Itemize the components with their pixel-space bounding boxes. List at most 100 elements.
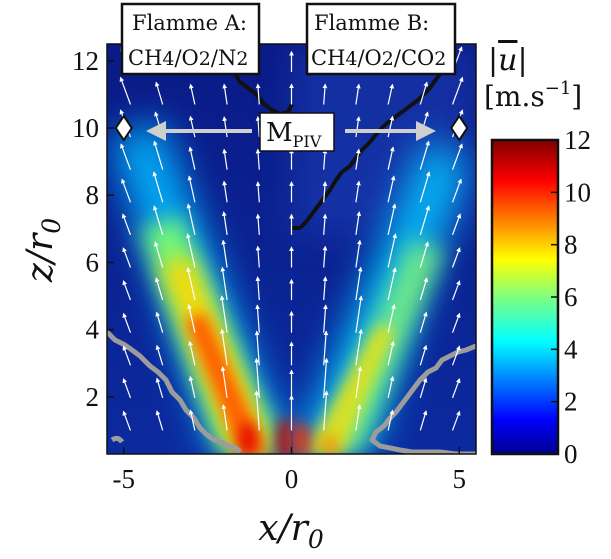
velocity-arrow xyxy=(387,303,396,333)
velocity-arrow xyxy=(155,311,164,333)
velocity-arrow xyxy=(451,410,461,431)
velocity-arrow xyxy=(451,213,462,236)
velocity-arrow xyxy=(154,81,164,105)
velocity-arrow xyxy=(222,116,228,138)
velocity-arrow xyxy=(152,171,164,203)
velocity-arrow xyxy=(122,345,132,366)
velocity-arrow xyxy=(323,330,329,366)
velocity-arrow xyxy=(222,83,228,105)
velocity-arrow xyxy=(451,76,464,105)
velocity-arrow xyxy=(355,366,363,398)
panel-a-line2: CH4/O2/N2 xyxy=(128,46,248,70)
velocity-arrow xyxy=(355,148,361,170)
velocity-arrow xyxy=(188,146,196,170)
velocity-arrow xyxy=(451,345,461,366)
colorbar-tick-label: 4 xyxy=(564,334,578,364)
panel-label-flamme-a: Flamme A: CH4/O2/N2 xyxy=(120,2,261,76)
panel-b-line1: Flamme B: xyxy=(314,11,429,35)
velocity-arrow xyxy=(187,175,196,203)
velocity-arrow xyxy=(120,143,132,170)
velocity-arrow xyxy=(122,410,132,431)
velocity-arrow xyxy=(154,241,164,268)
velocity-arrow xyxy=(387,146,395,170)
velocity-arrow xyxy=(419,344,428,366)
y-tick-label: 10 xyxy=(72,113,99,143)
velocity-arrow xyxy=(322,213,328,235)
velocity-arrow xyxy=(188,409,196,431)
mpiv-markers xyxy=(114,114,469,142)
contour-gray-right xyxy=(369,343,476,454)
velocity-arrow xyxy=(355,266,363,301)
colorbar: 0 2 4 6 8 10 12 |u| [m.s−1] xyxy=(484,43,591,469)
velocity-arrow xyxy=(387,203,397,236)
x-axis: -5 0 5 xyxy=(113,447,466,494)
velocity-arrow xyxy=(355,295,364,333)
velocity-arrow xyxy=(451,280,461,301)
velocity-arrow xyxy=(419,241,429,268)
y-tick-label: 8 xyxy=(86,180,100,210)
velocity-arrow xyxy=(387,233,398,268)
velocity-arrow xyxy=(322,181,328,203)
velocity-arrow xyxy=(255,245,261,268)
y-axis: 2 4 6 8 10 12 xyxy=(72,46,114,412)
velocity-arrow xyxy=(122,247,132,268)
velocity-arrow xyxy=(255,115,261,138)
velocity-arrow xyxy=(153,140,164,170)
velocity-arrow xyxy=(154,277,164,301)
velocity-arrow xyxy=(387,375,395,399)
colorbar-ticks: 0 2 4 6 8 10 12 xyxy=(551,125,591,469)
velocity-arrow xyxy=(322,83,328,105)
velocity-arrow xyxy=(355,116,361,138)
velocity-arrow xyxy=(255,83,261,105)
velocity-arrow xyxy=(219,295,228,333)
velocity-arrow xyxy=(322,148,328,170)
velocity-arrow xyxy=(188,375,196,399)
velocity-arrow xyxy=(155,344,164,366)
y-tick-label: 4 xyxy=(86,315,100,345)
y-axis-title: z/r0 xyxy=(20,218,66,283)
contour-gray-left-blob xyxy=(110,435,125,444)
colorbar-tick-label: 12 xyxy=(564,125,591,155)
velocity-arrow xyxy=(221,239,228,268)
velocity-arrow xyxy=(451,178,462,203)
y-tick-label: 12 xyxy=(72,46,99,76)
x-tick-label: 0 xyxy=(285,464,299,494)
velocity-arrow xyxy=(419,311,428,333)
svg-text:z/r0: z/r0 xyxy=(20,218,66,283)
velocity-arrow xyxy=(188,83,196,105)
velocity-arrow xyxy=(119,76,132,105)
colorbar-label-line2: [m.s−1] xyxy=(484,78,582,113)
colorbar-tick-label: 6 xyxy=(564,282,578,312)
velocity-arrow xyxy=(255,276,261,301)
velocity-arrow xyxy=(155,410,164,431)
velocity-arrow xyxy=(322,276,328,301)
velocity-arrow xyxy=(220,328,228,366)
velocity-arrow xyxy=(387,409,395,431)
y-tick-label: 2 xyxy=(86,382,100,412)
velocity-arrow xyxy=(322,245,328,268)
velocity-arrow xyxy=(254,357,260,398)
velocity-arrow xyxy=(387,175,396,203)
velocity-arrow xyxy=(122,377,132,399)
velocity-arrow xyxy=(188,340,196,366)
velocity-arrow xyxy=(323,304,328,333)
velocity-arrow xyxy=(355,180,361,203)
velocity-arrow xyxy=(323,390,329,431)
velocity-arrow xyxy=(451,312,461,333)
velocity-arrow xyxy=(220,266,228,301)
colorbar-gradient xyxy=(490,138,560,456)
velocity-arrow xyxy=(186,203,196,236)
velocity-arrow xyxy=(221,211,228,235)
velocity-arrow xyxy=(255,304,260,333)
velocity-arrow xyxy=(185,233,196,268)
velocity-arrow xyxy=(419,205,430,236)
mpiv-diamond-marker xyxy=(450,114,469,142)
velocity-arrow xyxy=(153,205,164,236)
velocity-arrow xyxy=(419,81,429,105)
x-tick-label: -5 xyxy=(113,464,136,494)
velocity-arrow xyxy=(419,171,431,203)
velocity-arrow xyxy=(121,178,132,203)
velocity-arrow xyxy=(323,357,329,398)
velocity-arrow xyxy=(387,115,395,138)
